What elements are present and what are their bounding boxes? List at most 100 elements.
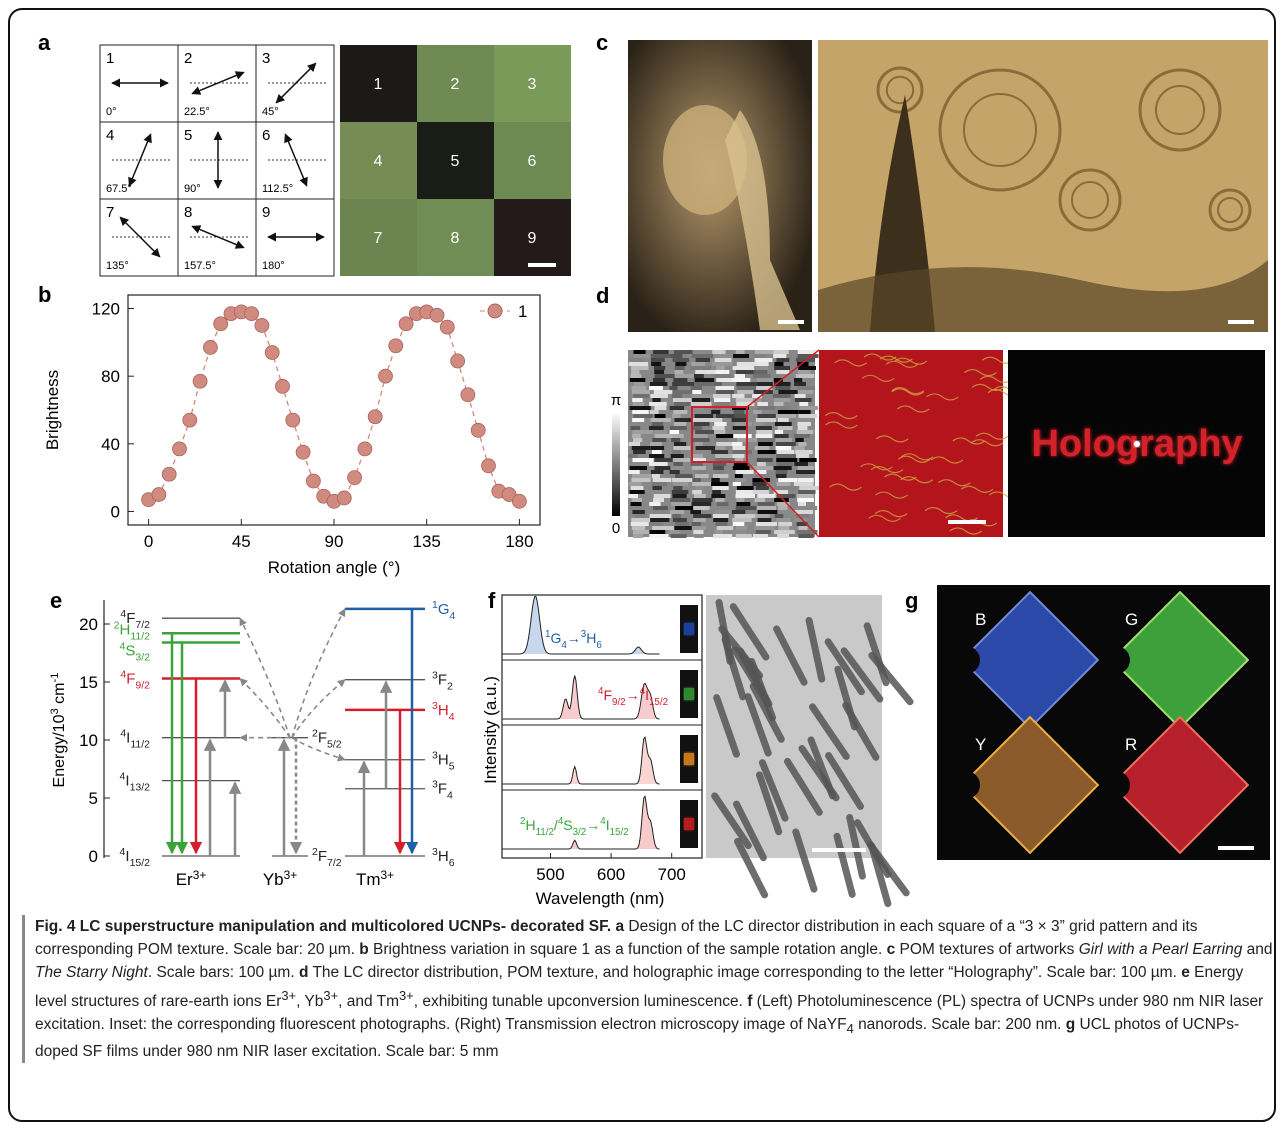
sub: 9/2 bbox=[135, 680, 150, 692]
phase-pixel bbox=[734, 414, 746, 418]
phase-pixel bbox=[694, 494, 706, 498]
phase-pixel bbox=[674, 442, 686, 446]
phase-pixel bbox=[628, 470, 639, 474]
phase-pixel bbox=[734, 374, 745, 378]
phase-pixel bbox=[776, 358, 789, 362]
tile-label: R bbox=[1125, 735, 1137, 754]
sub: 6 bbox=[596, 640, 602, 651]
sub: 11/2 bbox=[130, 739, 150, 751]
phase-pixel bbox=[672, 382, 694, 386]
phase-pixel bbox=[673, 458, 690, 462]
sub: 15/2 bbox=[610, 827, 629, 838]
phase-pixel bbox=[651, 354, 671, 358]
caption-text: Brightness variation in square 1 as a fu… bbox=[373, 941, 882, 958]
phase-pixel bbox=[735, 422, 752, 426]
phase-pixel bbox=[628, 506, 643, 510]
data-point bbox=[482, 459, 496, 473]
phase-pixel bbox=[795, 438, 803, 442]
phase-pixel bbox=[733, 466, 750, 470]
phase-pixel bbox=[651, 470, 664, 474]
phase-pixel bbox=[696, 470, 706, 474]
phase-pixel bbox=[633, 394, 649, 398]
phase-pixel bbox=[634, 350, 646, 354]
sub: 5/2 bbox=[327, 739, 342, 751]
phase-pixel bbox=[715, 446, 725, 450]
phase-pixel bbox=[671, 534, 687, 538]
phase-pixel bbox=[633, 402, 644, 406]
phase-pixel bbox=[713, 474, 729, 478]
phase-pixel bbox=[798, 490, 815, 494]
phase-pixel bbox=[799, 406, 818, 410]
text-run: Yb bbox=[263, 870, 284, 889]
phase-pixel bbox=[753, 422, 764, 426]
phase-pixel bbox=[757, 402, 768, 406]
panel-label: a bbox=[38, 30, 51, 55]
phase-pixel bbox=[798, 426, 808, 430]
phase-pixel bbox=[794, 378, 802, 382]
phase-pixel bbox=[692, 490, 702, 494]
phase-pixel bbox=[778, 526, 789, 530]
phase-pixel bbox=[650, 442, 662, 446]
phase-pixel bbox=[630, 466, 647, 470]
phase-pixel bbox=[733, 354, 749, 358]
cell-number: 9 bbox=[262, 204, 270, 221]
phase-pixel bbox=[652, 450, 662, 454]
phase-pixel bbox=[752, 482, 766, 486]
phase-pixel bbox=[672, 390, 693, 394]
phase-pixel bbox=[693, 530, 703, 534]
term-label: 4I13/2 bbox=[120, 771, 151, 794]
phase-pixel bbox=[794, 446, 804, 450]
text-run: Tm bbox=[356, 870, 381, 889]
phase-pixel bbox=[733, 530, 746, 534]
phase-pixel bbox=[654, 458, 675, 462]
phase-pixel bbox=[732, 378, 751, 382]
phase-pixel bbox=[774, 434, 788, 438]
caption-panel: c bbox=[887, 941, 896, 958]
transition-label: 1G4→3H6 bbox=[545, 629, 602, 651]
phase-pixel bbox=[713, 394, 731, 398]
data-point bbox=[183, 413, 197, 427]
phase-pixel bbox=[712, 350, 725, 354]
phase-pixel bbox=[690, 366, 711, 370]
phase-pixel bbox=[670, 510, 684, 514]
y-tick-label: 15 bbox=[79, 673, 98, 692]
phase-pixel bbox=[732, 442, 743, 446]
phase-pixel bbox=[756, 522, 777, 526]
y-tick-label: 40 bbox=[101, 435, 120, 454]
phase-pixel bbox=[736, 382, 758, 386]
phase-pixel bbox=[798, 350, 815, 354]
phase-pixel bbox=[649, 522, 664, 526]
phase-pixel bbox=[652, 482, 667, 486]
data-point bbox=[358, 442, 372, 456]
phase-pixel bbox=[798, 354, 819, 358]
phase-pixel bbox=[673, 398, 692, 402]
text-run: S bbox=[563, 817, 572, 833]
phase-pixel bbox=[629, 442, 640, 446]
data-point bbox=[337, 491, 351, 505]
phase-pixel bbox=[757, 506, 776, 510]
phase-pixel bbox=[694, 434, 708, 438]
sub: 6 bbox=[449, 857, 455, 869]
cell-number: 7 bbox=[106, 204, 114, 221]
phase-pixel bbox=[773, 354, 786, 358]
phase-pixel bbox=[628, 482, 641, 486]
phase-pixel bbox=[798, 370, 811, 374]
phase-pixel bbox=[755, 446, 769, 450]
caption-text: and bbox=[1247, 941, 1273, 958]
text-run: Energy/10 bbox=[51, 714, 68, 787]
term-label: 4S3/2 bbox=[120, 641, 151, 664]
data-point bbox=[286, 413, 300, 427]
data-point bbox=[512, 494, 526, 508]
sub: 15/2 bbox=[649, 697, 668, 708]
phase-pixel bbox=[798, 414, 817, 418]
phase-pixel bbox=[794, 382, 806, 386]
phase-pixel bbox=[633, 450, 646, 454]
text-run: H bbox=[438, 848, 449, 865]
phase-pixel bbox=[798, 466, 814, 470]
phase-pixel bbox=[757, 462, 766, 466]
data-point bbox=[379, 369, 393, 383]
phase-pixel bbox=[670, 498, 690, 502]
phase-pixel bbox=[649, 502, 660, 506]
phase-pixel bbox=[692, 390, 701, 394]
phase-pixel bbox=[774, 466, 792, 470]
